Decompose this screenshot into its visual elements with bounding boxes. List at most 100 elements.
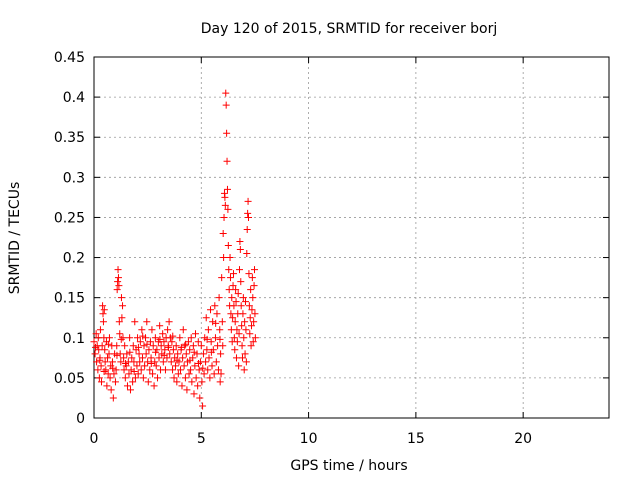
data-point (204, 326, 212, 334)
data-point (243, 250, 251, 258)
data-point (225, 286, 233, 294)
data-point (216, 378, 224, 386)
data-point (114, 274, 122, 282)
data-point (236, 246, 244, 254)
data-point (108, 358, 116, 366)
data-point (250, 318, 258, 326)
data-point (143, 318, 151, 326)
data-point (167, 358, 175, 366)
data-point (94, 366, 102, 374)
data-point (107, 386, 115, 394)
data-point (232, 354, 240, 362)
data-point (176, 366, 184, 374)
data-point (139, 332, 147, 340)
data-point (113, 351, 121, 359)
data-point (223, 157, 231, 165)
data-point (181, 374, 189, 382)
data-point (180, 362, 188, 370)
data-point (188, 378, 196, 386)
data-point (178, 382, 186, 390)
data-point (211, 334, 219, 342)
data-point (229, 314, 237, 322)
data-point (215, 294, 223, 302)
data-point (207, 306, 215, 314)
data-point (93, 358, 101, 366)
data-point (138, 326, 146, 334)
x-axis-label: GPS time / hours (290, 458, 407, 474)
data-point (100, 306, 108, 314)
data-point (119, 302, 127, 310)
data-point (126, 348, 134, 356)
data-point (222, 89, 230, 97)
x-tick-label: 15 (407, 431, 425, 447)
chart-title: Day 120 of 2015, SRMTID for receiver bor… (201, 21, 498, 37)
data-point (242, 358, 250, 366)
data-point (216, 326, 224, 334)
data-point (136, 338, 144, 346)
data-point (134, 334, 142, 342)
data-point (237, 302, 245, 310)
data-point (194, 338, 202, 346)
x-tick-label: 5 (197, 431, 206, 447)
data-point (247, 286, 255, 294)
data-point (157, 342, 165, 350)
data-point (186, 346, 194, 354)
data-point (98, 342, 106, 350)
y-tick-label: 0 (76, 411, 85, 427)
data-point (139, 374, 147, 382)
data-point (116, 350, 124, 358)
data-point (249, 338, 257, 346)
data-point (154, 374, 162, 382)
data-point (223, 185, 231, 193)
data-point (99, 302, 107, 310)
data-point (224, 205, 232, 213)
data-point (111, 378, 119, 386)
data-point (112, 366, 120, 374)
data-point (226, 274, 234, 282)
data-point (195, 366, 203, 374)
data-point (210, 370, 218, 378)
data-point (177, 343, 185, 351)
data-point (160, 351, 168, 359)
data-point (196, 394, 204, 402)
data-point (232, 286, 240, 294)
y-tick-label: 0.3 (63, 170, 85, 186)
plot-frame (93, 56, 610, 419)
data-point (101, 358, 109, 366)
data-point (244, 209, 252, 217)
data-point (219, 229, 227, 237)
data-point (247, 342, 255, 350)
data-point (117, 294, 125, 302)
data-point (226, 254, 234, 262)
data-point (191, 330, 199, 338)
data-point (206, 374, 214, 382)
data-point (156, 335, 164, 343)
data-point (98, 378, 106, 386)
data-point (248, 274, 256, 282)
data-point (169, 332, 177, 340)
data-point (104, 354, 112, 362)
data-point (151, 334, 159, 342)
data-point (125, 370, 133, 378)
data-point (249, 294, 257, 302)
data-point (191, 362, 199, 370)
data-point (194, 382, 202, 390)
data-point (113, 286, 121, 294)
y-tick-label: 0.1 (63, 331, 85, 347)
data-point (99, 310, 107, 318)
y-tick-label: 0.15 (54, 291, 85, 307)
data-point (114, 266, 122, 274)
data-point (101, 346, 109, 354)
data-point (172, 342, 180, 350)
data-point (129, 342, 137, 350)
data-point (195, 359, 203, 367)
data-point (126, 386, 134, 394)
x-tick-labels: 0 5 10 15 20 (90, 431, 533, 447)
data-point (207, 338, 215, 346)
data-point (138, 354, 146, 362)
y-axis-label: SRMTID / TECUs (7, 182, 23, 295)
data-point (217, 370, 225, 378)
data-point (235, 362, 243, 370)
data-point (133, 362, 141, 370)
